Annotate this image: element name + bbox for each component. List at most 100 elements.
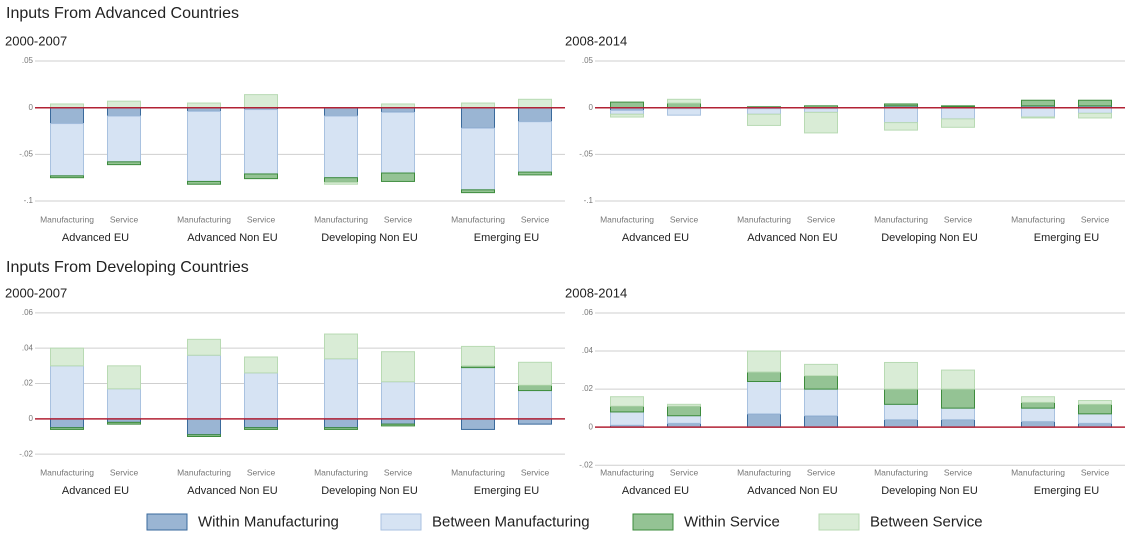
bar-segment — [324, 418, 358, 429]
section-title: Inputs From Advanced Countries — [6, 5, 239, 22]
x-tick-label: Service — [384, 467, 413, 477]
bar-segment — [461, 418, 495, 430]
group-label: Developing Non EU — [321, 485, 418, 497]
x-tick-label: Manufacturing — [600, 214, 654, 224]
bar-segment — [324, 358, 358, 420]
bar-segment — [667, 405, 701, 417]
bar-segment — [884, 388, 918, 405]
bar-segment — [518, 384, 552, 392]
bar-segment — [884, 107, 918, 124]
bar-segment — [381, 172, 415, 182]
bar-segment — [884, 122, 918, 131]
bar-segment — [747, 380, 781, 415]
bar-segment — [381, 111, 415, 174]
group-label: Advanced EU — [622, 232, 689, 244]
bar-segment — [747, 350, 781, 373]
y-tick-label: 0 — [589, 103, 594, 112]
bar-segment — [1078, 99, 1112, 107]
bar-segment — [518, 361, 552, 386]
bar-segment — [1078, 112, 1112, 119]
bar-segment — [381, 423, 415, 427]
bar-segment — [244, 109, 278, 175]
y-tick-label: .05 — [22, 56, 34, 65]
bar-segment — [667, 108, 701, 116]
x-tick-label: Manufacturing — [40, 214, 94, 224]
y-tick-label: 0 — [29, 103, 34, 112]
bar-segment — [381, 381, 415, 420]
y-tick-label: .04 — [22, 343, 34, 352]
y-tick-label: 0 — [589, 422, 594, 431]
bar-segment — [187, 338, 221, 356]
bar-segment — [107, 421, 141, 425]
group-label: Developing Non EU — [881, 485, 978, 497]
bar-segment — [461, 127, 495, 191]
bar-segment — [50, 418, 84, 429]
x-tick-label: Service — [670, 214, 699, 224]
group-label: Advanced Non EU — [187, 485, 278, 497]
bar-segment — [884, 419, 918, 428]
bar-segment — [1021, 116, 1055, 119]
bar-segment — [667, 415, 701, 424]
x-tick-label: Manufacturing — [314, 467, 368, 477]
legend-swatch — [632, 513, 674, 531]
bar-segment — [50, 123, 84, 177]
legend-label: Between Manufacturing — [432, 513, 590, 530]
y-tick-label: -.1 — [24, 196, 34, 205]
x-tick-label: Manufacturing — [451, 467, 505, 477]
x-tick-label: Manufacturing — [314, 214, 368, 224]
y-tick-label: -.1 — [584, 196, 594, 205]
bar-segment — [244, 173, 278, 180]
bar-segment — [804, 363, 838, 377]
bar-segment — [941, 118, 975, 128]
x-tick-label: Manufacturing — [40, 467, 94, 477]
x-tick-label: Manufacturing — [874, 467, 928, 477]
bar-segment — [804, 375, 838, 390]
bar-segment — [187, 354, 221, 420]
y-tick-label: .06 — [22, 308, 34, 317]
bar-segment — [804, 415, 838, 428]
bar-segment — [461, 107, 495, 129]
bar-segment — [461, 345, 495, 367]
bar-segment — [244, 427, 278, 430]
x-tick-label: Service — [247, 467, 276, 477]
bar-segment — [244, 418, 278, 429]
x-tick-label: Service — [384, 214, 413, 224]
group-label: Developing Non EU — [321, 232, 418, 244]
bar-segment — [187, 418, 221, 436]
panel-title: 2000-2007 — [5, 33, 67, 48]
bar-segment — [1078, 400, 1112, 405]
bar-segment — [244, 94, 278, 109]
x-tick-label: Service — [807, 214, 836, 224]
y-tick-label: 0 — [29, 414, 34, 423]
bar-segment — [324, 115, 358, 179]
bar-segment — [518, 121, 552, 173]
bar-segment — [187, 180, 221, 185]
bar-segment — [804, 388, 838, 417]
bar-segment — [187, 434, 221, 438]
x-tick-label: Service — [670, 467, 699, 477]
bar-segment — [1078, 413, 1112, 424]
x-tick-label: Manufacturing — [177, 467, 231, 477]
bar-segment — [1021, 401, 1055, 409]
bar-segment — [747, 371, 781, 382]
bar-segment — [941, 388, 975, 409]
bar-segment — [50, 107, 84, 125]
bar-segment — [107, 115, 141, 163]
bar-segment — [610, 110, 644, 115]
x-tick-label: Service — [1081, 214, 1110, 224]
x-tick-label: Manufacturing — [451, 214, 505, 224]
x-tick-label: Service — [807, 467, 836, 477]
bar-segment — [50, 175, 84, 179]
group-label: Advanced EU — [622, 485, 689, 497]
y-tick-label: .02 — [582, 384, 594, 393]
bar-segment — [1021, 396, 1055, 403]
group-label: Emerging EU — [474, 232, 539, 244]
bar-segment — [747, 108, 781, 115]
bar-segment — [667, 403, 701, 407]
bar-segment — [941, 369, 975, 390]
bar-segment — [518, 107, 552, 123]
bar-segment — [107, 365, 141, 390]
group-label: Advanced Non EU — [747, 232, 838, 244]
legend-swatch — [146, 513, 188, 531]
bar-segment — [381, 351, 415, 383]
